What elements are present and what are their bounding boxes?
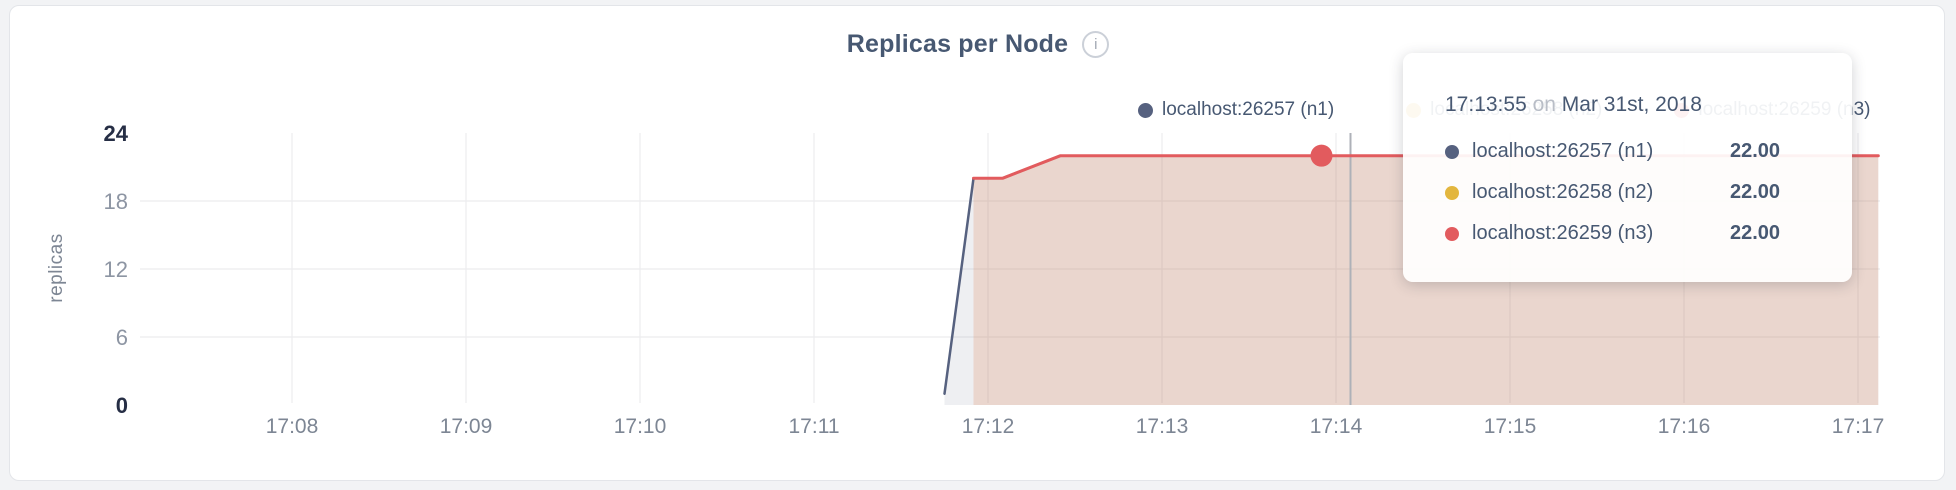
y-tick-label: 6: [116, 325, 128, 350]
info-icon[interactable]: i: [1082, 31, 1110, 58]
y-tick-label: 18: [104, 189, 128, 214]
tooltip-series-name: localhost:26257 (n1): [1472, 140, 1654, 162]
x-tick-label: 17:10: [614, 415, 667, 438]
x-tick-label: 17:14: [1310, 415, 1363, 438]
tooltip-dot-n2: [1445, 185, 1459, 200]
x-tick-label: 17:12: [962, 415, 1015, 438]
tooltip-series-value: 22.00: [1730, 222, 1781, 244]
y-tick-label: 12: [104, 257, 128, 282]
tooltip-series-value: 22.00: [1730, 140, 1781, 162]
tooltip-time: 17:13:55: [1445, 93, 1527, 116]
x-tick-label: 17:13: [1136, 415, 1189, 438]
legend-item-n1[interactable]: localhost:26257 (n1): [1138, 99, 1334, 121]
tooltip-row-n3: localhost:26259 (n3) 22.00: [1445, 213, 1832, 254]
tooltip-series-value: 22.00: [1730, 181, 1781, 203]
x-tick-label: 17:15: [1484, 415, 1537, 438]
y-axis-title: replicas: [46, 233, 67, 303]
tooltip-dot-n1: [1445, 144, 1459, 159]
y-tick-label: 24: [104, 121, 129, 146]
tooltip-date: Mar 31st, 2018: [1561, 93, 1702, 116]
legend-label-n1: localhost:26257 (n1): [1162, 99, 1335, 120]
x-tick-label: 17:09: [440, 415, 493, 438]
chart-tooltip: 17:13:55 on Mar 31st, 2018 localhost:262…: [1403, 53, 1852, 282]
tooltip-conjunction: on: [1532, 93, 1556, 116]
tooltip-series-name: localhost:26259 (n3): [1472, 222, 1654, 244]
tooltip-series-name: localhost:26258 (n2): [1472, 181, 1654, 203]
tooltip-header: 17:13:55 on Mar 31st, 2018: [1445, 93, 1832, 117]
x-tick-label: 17:16: [1658, 415, 1711, 438]
x-tick-label: 17:17: [1832, 415, 1885, 438]
x-tick-label: 17:11: [789, 415, 840, 438]
legend-dot-n1: [1138, 102, 1153, 118]
y-tick-label: 0: [116, 393, 128, 418]
tooltip-row-n2: localhost:26258 (n2) 22.00: [1445, 172, 1832, 213]
tooltip-dot-n3: [1445, 226, 1459, 241]
chart-title: Replicas per Node: [846, 30, 1069, 58]
tooltip-row-n1: localhost:26257 (n1) 22.00: [1445, 131, 1832, 172]
hover-point-dot: [1310, 144, 1333, 167]
x-tick-label: 17:08: [266, 415, 319, 438]
